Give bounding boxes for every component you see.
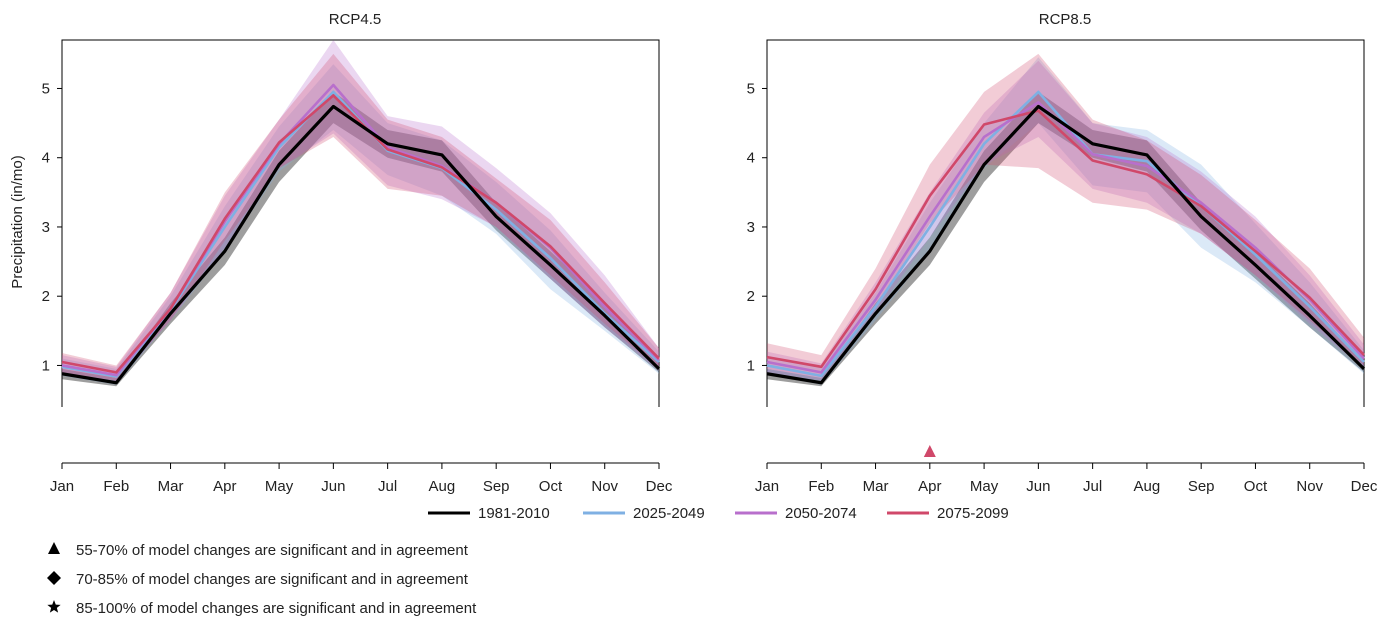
- y-tick-label: 1: [747, 357, 755, 374]
- legend-label-1981-2010: 1981-2010: [478, 505, 550, 522]
- x-tick-label: Oct: [1244, 478, 1268, 495]
- significance-legend-label: 70-85% of model changes are significant …: [76, 571, 469, 588]
- y-tick-label: 3: [747, 219, 755, 236]
- y-tick-label: 2: [42, 288, 50, 305]
- x-tick-label: Apr: [918, 478, 941, 495]
- y-tick-label: 4: [747, 150, 755, 167]
- line-1981-2010: [61, 104, 661, 385]
- x-tick-label: Jan: [50, 478, 74, 495]
- x-tick-label: May: [265, 478, 294, 495]
- x-tick-label: Aug: [1134, 478, 1161, 495]
- band-2050-2074: [62, 40, 659, 383]
- significance-legend-label: 55-70% of model changes are significant …: [76, 542, 469, 559]
- diamond-icon: [47, 571, 61, 585]
- x-tick-label: Dec: [646, 478, 673, 495]
- y-axis-label: Precipitation (in/mo): [9, 155, 26, 288]
- x-tick-label: Jul: [1083, 478, 1102, 495]
- line-2025-2049: [766, 90, 1365, 378]
- panel-rcp45: RCP4.5 1 2 3 4 5 Jan Feb Mar Apr May Jun Jul Aug Sep Oc…: [42, 11, 673, 495]
- band-2075-2099: [62, 53, 659, 381]
- y-tick-label: 1: [42, 357, 50, 374]
- x-tick-label: Mar: [863, 478, 889, 495]
- x-tick-label: Sep: [1188, 478, 1215, 495]
- x-tick-label: Oct: [539, 478, 563, 495]
- x-tick-label: Aug: [429, 478, 456, 495]
- star-icon: [47, 600, 61, 613]
- x-tick-label: Nov: [1296, 478, 1323, 495]
- y-tick-label: 2: [747, 288, 755, 305]
- line-2075-2099: [61, 94, 660, 374]
- significance-legend-label: 85-100% of model changes are significant…: [76, 600, 477, 617]
- x-tick-label: Feb: [808, 478, 834, 495]
- line-2075-2099: [766, 109, 1365, 369]
- x-tick-label: Apr: [213, 478, 236, 495]
- y-tick-label: 4: [42, 150, 50, 167]
- legend-label-2025-2049: 2025-2049: [633, 505, 705, 522]
- x-tick-label: Dec: [1351, 478, 1378, 495]
- triangle-icon: [48, 542, 60, 554]
- x-tick-label: Jul: [378, 478, 397, 495]
- legend-label-2075-2099: 2075-2099: [937, 505, 1009, 522]
- plot-frame: [766, 39, 1365, 407]
- x-tick-label: Feb: [103, 478, 129, 495]
- y-tick-label: 3: [42, 219, 50, 236]
- significance-triangle-marker: [923, 445, 936, 457]
- band-2025-2049: [62, 64, 659, 385]
- x-tick-label: Jun: [1026, 478, 1050, 495]
- y-tick-label: 5: [747, 80, 755, 97]
- series-legend: 1981-2010 2025-2049 2050-2074 2075-2099: [428, 505, 1009, 522]
- x-tick-label: Jan: [755, 478, 779, 495]
- x-tick-label: Nov: [591, 478, 618, 495]
- significance-legend: 55-70% of model changes are significant …: [47, 542, 477, 617]
- legend-label-2050-2074: 2050-2074: [785, 505, 857, 522]
- panel-rcp85: RCP8.5 1 2 3 4 5 Jan Feb Mar Apr May Jun Jul Aug Sep Oc…: [747, 11, 1378, 495]
- x-tick-label: Jun: [321, 478, 345, 495]
- y-tick-label: 5: [42, 80, 50, 97]
- line-1981-2010: [766, 104, 1366, 385]
- panel-title: RCP8.5: [1039, 11, 1092, 28]
- band-2075-2099: [767, 53, 1364, 378]
- x-tick-label: Sep: [483, 478, 510, 495]
- x-tick-label: Mar: [158, 478, 184, 495]
- panel-title: RCP4.5: [329, 11, 382, 28]
- x-tick-label: May: [970, 478, 999, 495]
- line-2050-2074: [766, 101, 1365, 374]
- plot-frame: [61, 39, 660, 407]
